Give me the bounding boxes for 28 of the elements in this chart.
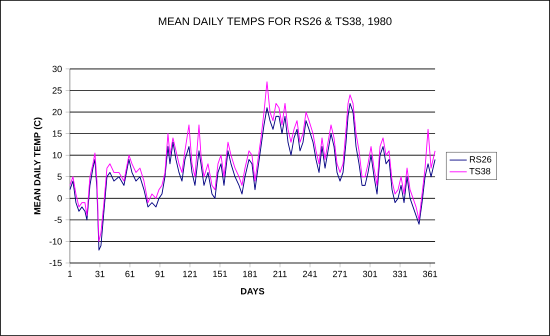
legend-label: TS38 bbox=[469, 168, 490, 174]
x-tick-label: 361 bbox=[422, 270, 438, 278]
x-tick-label: 241 bbox=[302, 270, 318, 278]
x-tick-label: 31 bbox=[95, 270, 104, 278]
y-tick-label: -10 bbox=[50, 238, 62, 245]
y-tick-label: 0 bbox=[57, 195, 62, 202]
x-tick-label: 61 bbox=[125, 270, 135, 278]
x-tick-label: 121 bbox=[183, 270, 198, 278]
y-tick-label: -5 bbox=[54, 216, 62, 224]
y-axis-title: MEAN DAILY TEMP (C) bbox=[34, 118, 42, 214]
legend-label: RS26 bbox=[470, 156, 492, 163]
y-tick-label: 30 bbox=[52, 66, 62, 72]
x-tick-label: 151 bbox=[213, 270, 228, 278]
y-tick-label: 10 bbox=[52, 152, 62, 158]
y-tick-label: -15 bbox=[50, 260, 62, 266]
x-tick-label: 1 bbox=[68, 270, 72, 278]
y-tick-label: 15 bbox=[52, 130, 62, 137]
x-tick-label: 211 bbox=[273, 270, 287, 278]
chart-title: MEAN DAILY TEMPS FOR RS26 & TS38, 1980 bbox=[158, 17, 392, 26]
x-tick-label: 271 bbox=[332, 270, 348, 278]
x-tick-label: 91 bbox=[155, 270, 165, 278]
x-tick-label: 331 bbox=[392, 270, 408, 278]
x-tick-label: 181 bbox=[243, 270, 258, 278]
y-tick-label: 5 bbox=[57, 174, 62, 180]
y-tick-label: 20 bbox=[52, 108, 62, 116]
y-tick-label: 25 bbox=[52, 87, 62, 94]
x-axis-title: DAYS bbox=[240, 288, 264, 294]
x-tick-label: 301 bbox=[362, 270, 378, 278]
